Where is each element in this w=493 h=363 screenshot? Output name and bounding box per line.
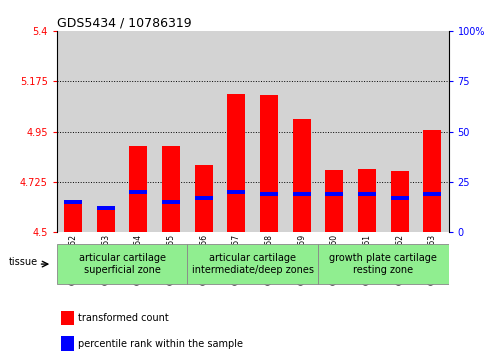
Bar <box>252 31 285 232</box>
Bar <box>293 192 311 196</box>
Bar <box>293 119 311 232</box>
Bar <box>122 31 155 232</box>
Text: growth plate cartilage
resting zone: growth plate cartilage resting zone <box>329 253 437 275</box>
Text: percentile rank within the sample: percentile rank within the sample <box>78 339 243 348</box>
Bar <box>64 200 82 204</box>
Bar <box>129 190 147 194</box>
Bar <box>97 206 115 210</box>
Bar <box>57 244 187 284</box>
Bar <box>325 170 343 232</box>
Bar <box>416 31 449 232</box>
Bar <box>423 192 441 196</box>
Bar <box>358 192 376 196</box>
Bar <box>390 171 409 232</box>
Text: tissue: tissue <box>8 257 37 267</box>
Bar <box>390 196 409 200</box>
Bar <box>325 192 343 196</box>
Bar <box>61 311 74 325</box>
Bar <box>227 190 246 194</box>
Text: articular cartilage
intermediate/deep zones: articular cartilage intermediate/deep zo… <box>192 253 314 275</box>
Bar <box>220 31 252 232</box>
Bar <box>285 31 318 232</box>
Bar <box>383 31 416 232</box>
Bar <box>89 31 122 232</box>
Bar <box>64 202 82 232</box>
Bar <box>318 244 449 284</box>
Text: transformed count: transformed count <box>78 313 169 323</box>
Bar <box>57 31 89 232</box>
Bar <box>260 95 278 232</box>
Text: articular cartilage
superficial zone: articular cartilage superficial zone <box>78 253 166 275</box>
Bar <box>97 207 115 232</box>
Bar <box>162 146 180 232</box>
Text: GDS5434 / 10786319: GDS5434 / 10786319 <box>57 17 191 30</box>
Bar <box>187 244 318 284</box>
Bar <box>260 192 278 196</box>
Bar <box>227 94 246 232</box>
Bar <box>351 31 383 232</box>
Bar <box>129 146 147 232</box>
Bar <box>423 130 441 232</box>
Bar <box>318 31 351 232</box>
Bar <box>162 200 180 204</box>
Bar <box>61 337 74 351</box>
Bar <box>195 165 212 232</box>
Bar <box>155 31 187 232</box>
Bar <box>358 168 376 232</box>
Bar <box>187 31 220 232</box>
Bar <box>195 196 212 200</box>
